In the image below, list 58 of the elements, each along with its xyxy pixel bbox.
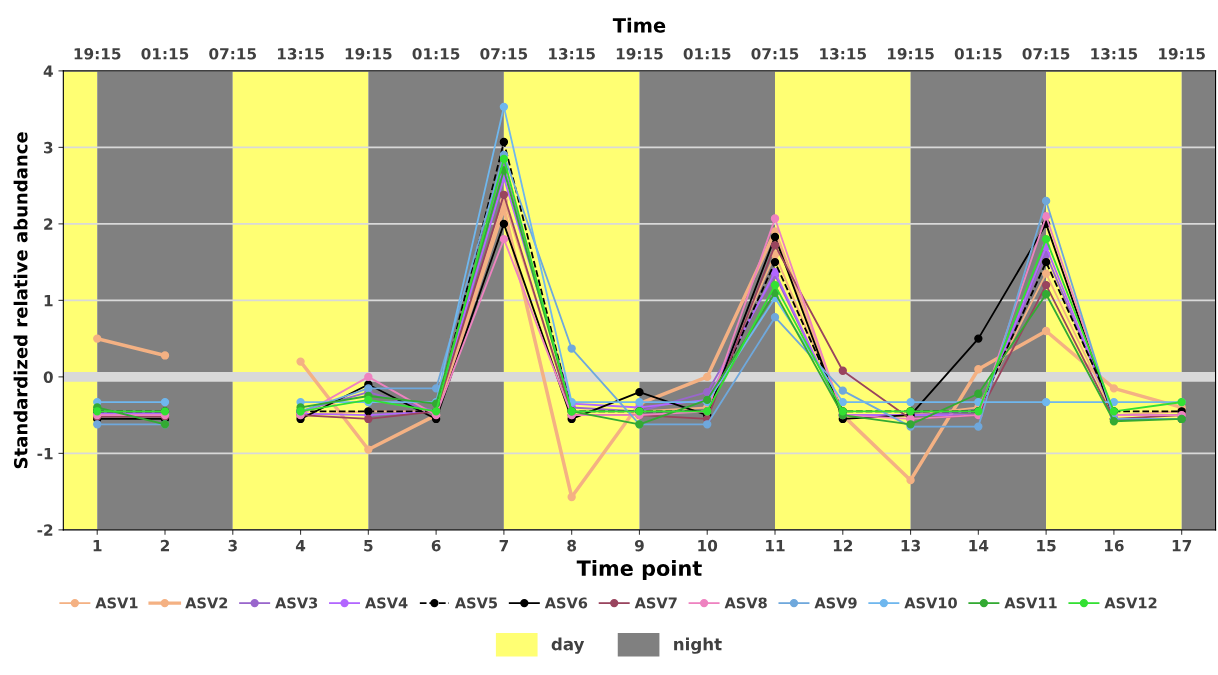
legend-label: ASV12 bbox=[1104, 597, 1157, 609]
y-tick-label: -1 bbox=[37, 448, 53, 460]
y-tick-label: 3 bbox=[44, 141, 53, 154]
legend-label: ASV7 bbox=[634, 597, 677, 609]
text: 13:15 bbox=[277, 48, 324, 60]
y-tick-label: 1 bbox=[44, 295, 53, 307]
y-tick-label: 0 bbox=[43, 371, 53, 383]
legend-label: ASV5 bbox=[454, 597, 498, 609]
text: 01:15 bbox=[141, 48, 189, 60]
legend-label: ASV1 bbox=[95, 597, 138, 609]
text: 13:15 bbox=[820, 48, 867, 60]
x-tick-label: 15 bbox=[1037, 540, 1056, 552]
legend-label: ASV11 bbox=[1004, 597, 1057, 609]
x-tick-label: 12 bbox=[833, 539, 853, 552]
x2-axis-title: Time bbox=[612, 17, 666, 33]
x-tick-label: 11 bbox=[766, 540, 785, 552]
x-tick-label: 2 bbox=[160, 539, 169, 552]
x-axis-title: Time point bbox=[576, 559, 702, 581]
text: 13:15 bbox=[549, 48, 595, 60]
text: 19:15 bbox=[1159, 48, 1205, 60]
x-tick-label: 6 bbox=[431, 539, 441, 552]
x-tick-label: 3 bbox=[228, 539, 237, 552]
text: 19:15 bbox=[74, 48, 121, 60]
text: 01:15 bbox=[954, 48, 1002, 60]
x-tick-label: 8 bbox=[567, 539, 577, 552]
legend-label: ASV2 bbox=[185, 597, 228, 609]
legend-label: ASV6 bbox=[544, 597, 588, 609]
text: 07:15 bbox=[209, 48, 257, 60]
text: 19:15 bbox=[345, 48, 392, 60]
x-tick-label: 17 bbox=[1172, 540, 1192, 552]
legend-label: night bbox=[674, 637, 722, 654]
y-tick-label: 4 bbox=[43, 65, 53, 77]
text: 19:15 bbox=[887, 48, 934, 60]
y-tick-label: -2 bbox=[37, 524, 53, 536]
text: 01:15 bbox=[683, 48, 731, 60]
text: 07:15 bbox=[751, 48, 799, 60]
x-tick-label: 10 bbox=[698, 539, 718, 552]
x-tick-label: 16 bbox=[1104, 539, 1124, 552]
legend-label: day bbox=[551, 637, 585, 654]
x-tick-label: 9 bbox=[634, 539, 644, 552]
text: 07:15 bbox=[480, 48, 528, 60]
x-tick-label: 4 bbox=[295, 540, 306, 552]
x-tick-label: 7 bbox=[499, 540, 508, 552]
x-tick-label: 13 bbox=[901, 539, 920, 552]
text: 13:15 bbox=[1091, 48, 1138, 60]
legend-label: ASV9 bbox=[814, 597, 857, 609]
text: 07:15 bbox=[1022, 48, 1070, 60]
legend-label: ASV4 bbox=[365, 597, 408, 609]
x-tick-label: 1 bbox=[93, 540, 102, 552]
y-axis-title: Standardized relative abundance bbox=[13, 132, 28, 469]
y-tick-label: 2 bbox=[44, 218, 53, 230]
x-tick-label: 5 bbox=[364, 540, 373, 552]
legend-label: ASV10 bbox=[904, 597, 957, 609]
legend-label: ASV8 bbox=[724, 597, 767, 609]
text: 19:15 bbox=[616, 48, 663, 60]
legend-label: ASV3 bbox=[275, 597, 318, 609]
text: 01:15 bbox=[412, 48, 460, 60]
x-tick-label: 14 bbox=[969, 540, 989, 552]
